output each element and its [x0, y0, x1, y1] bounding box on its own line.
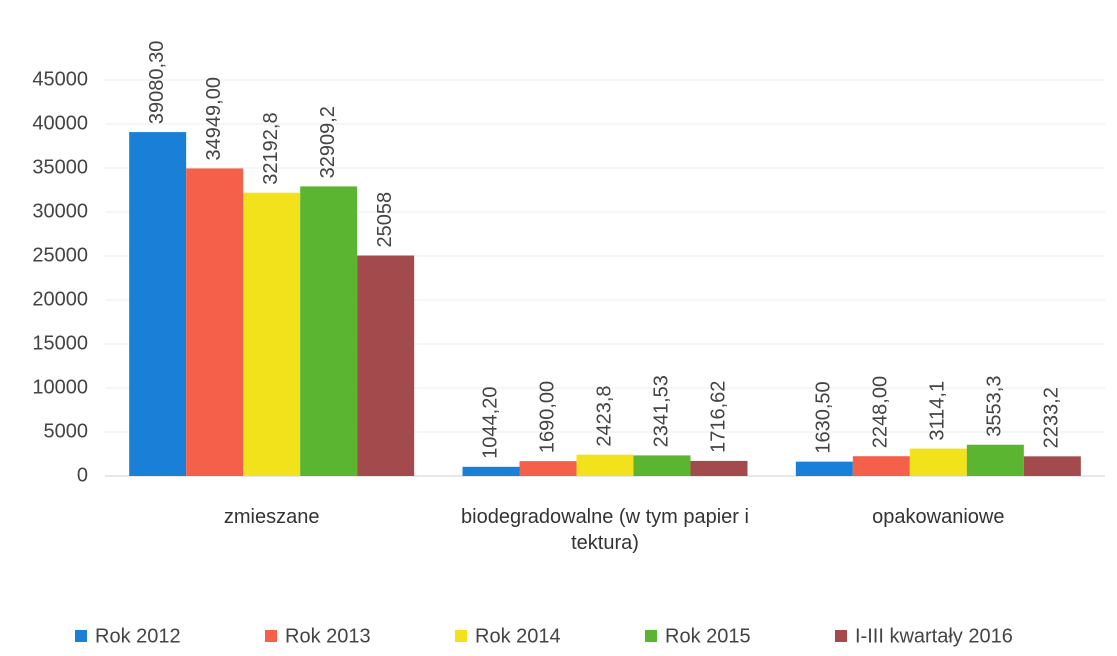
- y-tick-label: 5000: [44, 420, 89, 442]
- y-tick-label: 0: [77, 464, 88, 486]
- y-tick-label: 10000: [32, 376, 88, 398]
- legend-swatch: [455, 630, 467, 642]
- data-label: 3553,3: [984, 376, 1006, 437]
- bar: [357, 255, 415, 476]
- legend-swatch: [835, 630, 847, 642]
- x-tick-label: opakowaniowe: [872, 506, 1005, 528]
- y-tick-label: 45000: [32, 68, 88, 90]
- legend-label: Rok 2014: [475, 625, 561, 647]
- data-label: 1630,50: [813, 381, 835, 453]
- legend-swatch: [645, 630, 657, 642]
- legend-label: Rok 2013: [285, 625, 371, 647]
- data-label: 32192,8: [260, 112, 282, 184]
- bar: [633, 455, 691, 476]
- y-tick-label: 30000: [32, 200, 88, 222]
- legend-swatch: [265, 630, 277, 642]
- data-label: 2341,53: [650, 375, 672, 447]
- bar: [909, 448, 967, 476]
- bar: [519, 461, 577, 476]
- data-label: 2233,2: [1041, 387, 1063, 448]
- bar: [462, 466, 520, 476]
- y-tick-label: 15000: [32, 332, 88, 354]
- data-label: 1690,00: [536, 381, 558, 453]
- data-label: 34949,00: [203, 77, 225, 160]
- data-label: 32909,2: [317, 106, 339, 178]
- data-label: 2423,8: [593, 385, 615, 446]
- y-tick-label: 25000: [32, 244, 88, 266]
- legend-label: I-III kwartały 2016: [855, 625, 1013, 647]
- bar: [966, 444, 1024, 476]
- x-tick-label: zmieszane: [223, 506, 320, 528]
- data-label: 3114,1: [927, 381, 949, 441]
- y-tick-label: 35000: [32, 156, 88, 178]
- y-tick-label: 40000: [32, 112, 88, 134]
- bar: [1023, 456, 1081, 476]
- bar: [795, 461, 853, 476]
- legend-swatch: [75, 630, 87, 642]
- bar: [186, 168, 244, 477]
- data-label: 39080,30: [146, 41, 168, 124]
- data-label: 1044,20: [479, 387, 501, 459]
- bar: [300, 186, 358, 476]
- data-label: 25058: [374, 192, 396, 248]
- bar: [576, 454, 634, 476]
- bar: [243, 192, 301, 476]
- x-tick-label: biodegradowalne (w tym papier i tektura): [461, 506, 749, 554]
- data-label: 1716,62: [707, 381, 729, 453]
- bar: [852, 456, 910, 476]
- legend-label: Rok 2012: [95, 625, 181, 647]
- bar: [690, 460, 748, 476]
- y-tick-label: 20000: [32, 288, 88, 310]
- bar: [129, 132, 187, 476]
- legend-label: Rok 2015: [665, 625, 751, 647]
- data-label: 2248,00: [870, 376, 892, 448]
